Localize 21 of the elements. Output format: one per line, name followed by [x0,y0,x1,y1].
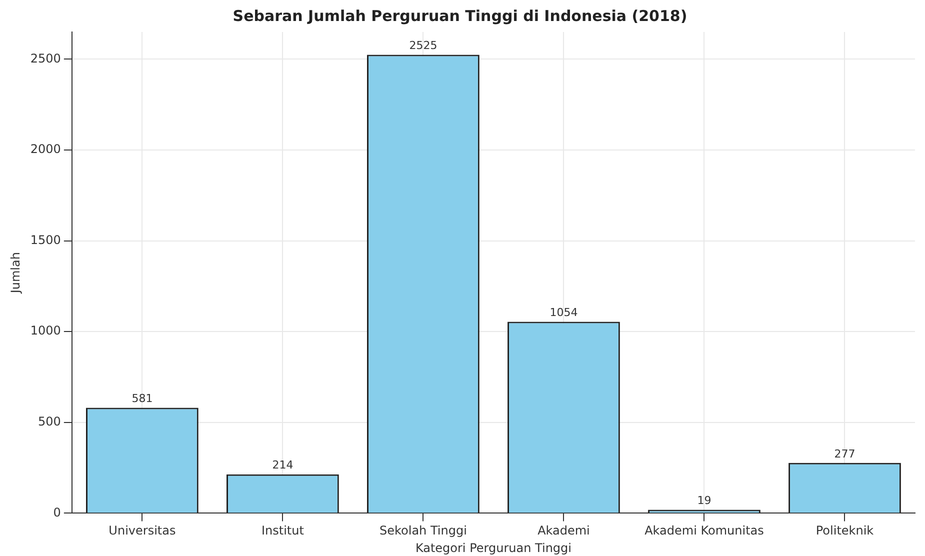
data-label: 277 [834,447,856,460]
y-tick-label: 0 [53,505,61,520]
y-axis-title: Jumlah [8,252,22,294]
x-tick-label: Akademi [538,524,590,538]
data-label: 19 [697,494,712,508]
x-tick-label: Institut [261,524,304,538]
x-tick-label: Akademi Komunitas [644,524,764,538]
y-tick-label: 1500 [30,232,61,247]
y-tick-label: 2000 [30,142,61,156]
x-tick-label: Politeknik [816,524,874,538]
x-axis-title: Kategori Perguruan Tinggi [415,540,572,555]
x-tick-label: Sekolah Tinggi [379,524,467,538]
data-label: 581 [132,392,153,406]
x-tick-label: Universitas [108,524,176,538]
data-label: 1054 [550,306,578,320]
y-tick-label: 500 [38,414,61,429]
data-label: 214 [272,458,294,472]
y-tick-label: 1000 [30,324,61,338]
chart-title: Sebaran Jumlah Perguruan Tinggi di Indonesia (2018) [232,6,688,25]
data-label: 2525 [409,39,438,52]
y-tick-label: 2500 [30,51,61,66]
